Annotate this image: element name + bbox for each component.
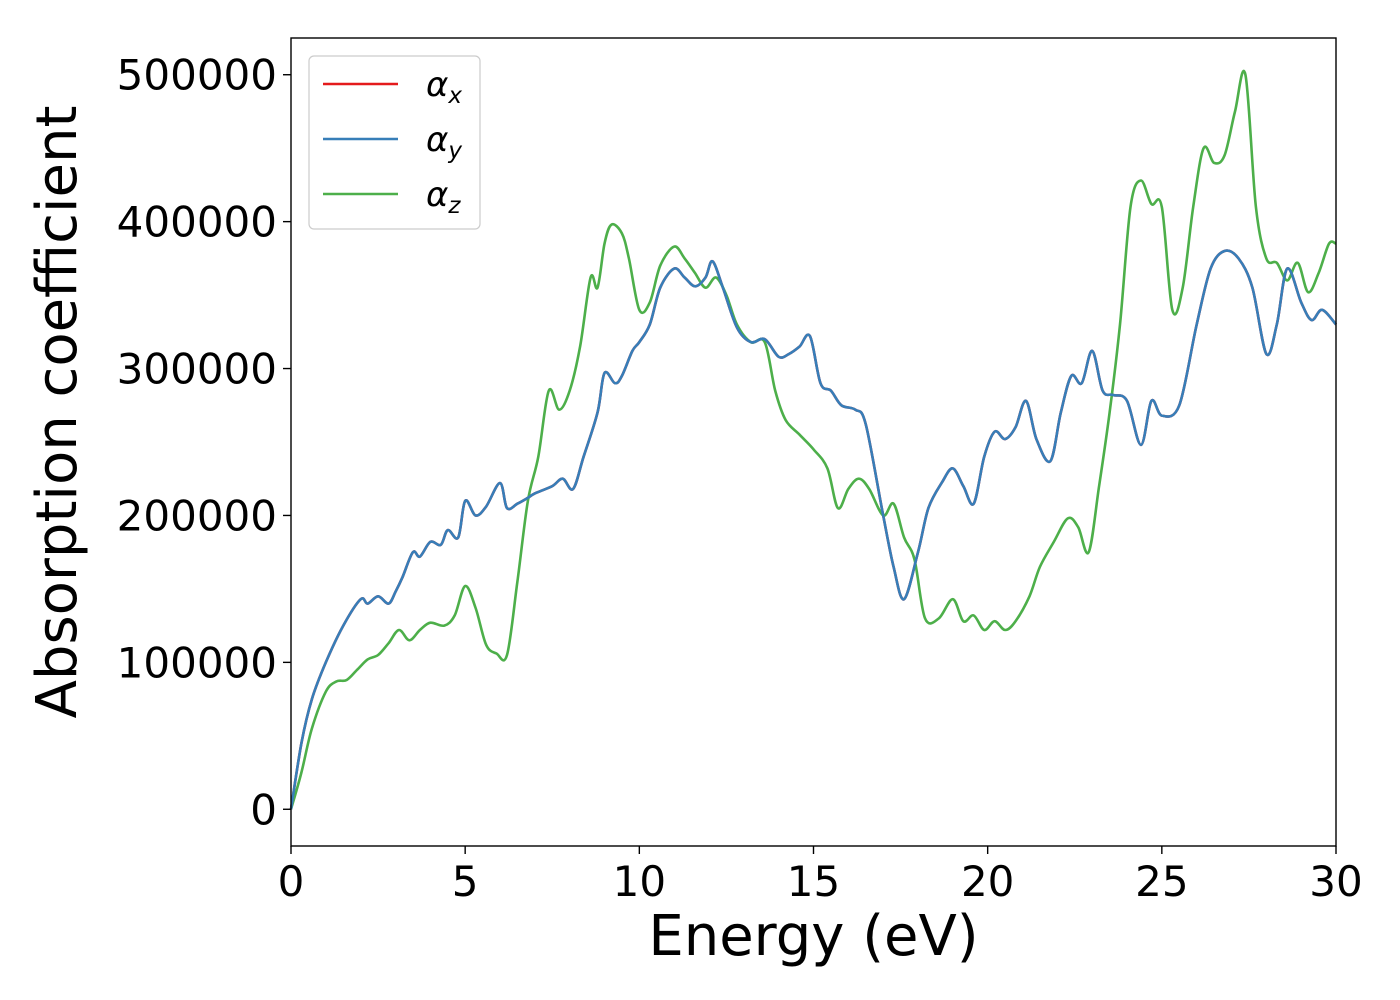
x-tick-label: 30	[1309, 857, 1362, 906]
x-tick-label: 0	[278, 857, 305, 906]
x-tick-label: 5	[452, 857, 479, 906]
y-axis-ticks: 0 100000 200000 300000 400000 500000	[117, 51, 291, 834]
x-tick-label: 20	[961, 857, 1014, 906]
x-tick-label: 15	[787, 857, 840, 906]
y-tick-label: 0	[250, 785, 277, 834]
series-line-y	[289, 249, 1337, 810]
legend-box	[308, 55, 481, 230]
x-tick-label: 25	[1135, 857, 1188, 906]
y-tick-label: 100000	[117, 638, 277, 687]
series-line-z	[289, 70, 1337, 810]
y-axis-title: Absorption coefficient	[25, 106, 90, 719]
y-tick-label: 200000	[117, 491, 277, 540]
y-tick-label: 300000	[117, 345, 277, 394]
y-tick-label: 500000	[117, 51, 277, 100]
y-tick-label: 400000	[117, 198, 277, 247]
x-tick-label: 10	[613, 857, 666, 906]
x-axis-ticks: 0 5 10 15 20 25 30	[278, 846, 1363, 906]
x-axis-title: Energy (eV)	[648, 904, 978, 969]
plot-lines	[289, 70, 1337, 810]
